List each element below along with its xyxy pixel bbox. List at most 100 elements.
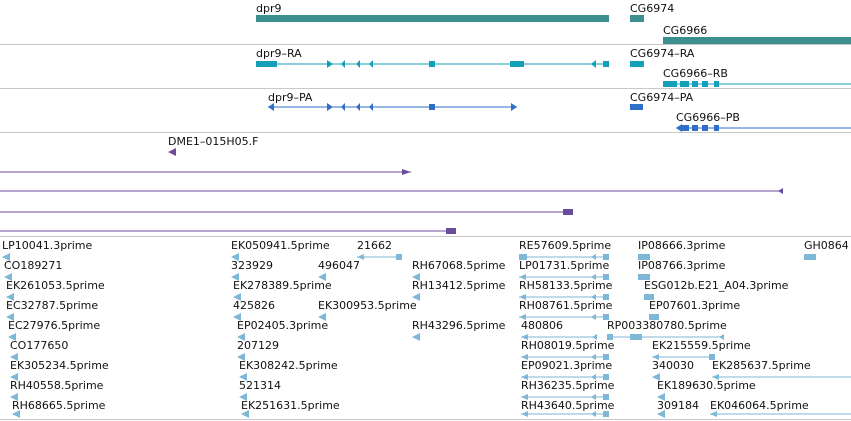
est-read[interactable] xyxy=(607,334,724,340)
alignment-end xyxy=(603,394,609,400)
est-read-label: RH67068.5prime xyxy=(412,259,506,272)
est-read[interactable] xyxy=(412,333,420,341)
protein-feature-dpr9-pa[interactable] xyxy=(268,103,517,111)
alignment-end xyxy=(521,334,528,340)
exon xyxy=(680,81,689,87)
est-read[interactable] xyxy=(12,410,20,418)
est-read[interactable] xyxy=(638,254,650,260)
alignment-end xyxy=(603,374,609,380)
clone-read[interactable] xyxy=(0,228,456,234)
est-read-label: 480806 xyxy=(521,319,563,332)
alignment-end xyxy=(630,334,642,340)
exon xyxy=(510,61,524,67)
gene-feature-cg6974[interactable] xyxy=(630,15,644,22)
est-read[interactable] xyxy=(6,313,14,321)
alignment-end xyxy=(591,254,596,260)
est-read[interactable] xyxy=(412,293,420,301)
est-read[interactable] xyxy=(237,353,245,361)
transcript-feature-cg6974-ra[interactable] xyxy=(630,61,644,67)
est-read[interactable] xyxy=(231,273,239,281)
est-read-label: EK189630.5prime xyxy=(657,379,756,392)
protein-feature-cg6966-pb[interactable] xyxy=(676,124,851,132)
est-read[interactable] xyxy=(10,393,18,401)
transcript-feature-cg6966-rb[interactable] xyxy=(663,81,851,87)
est-read[interactable] xyxy=(521,374,609,380)
est-read[interactable] xyxy=(237,333,245,341)
est-read[interactable] xyxy=(2,253,10,261)
est-read[interactable] xyxy=(652,373,660,381)
alignment-end xyxy=(591,374,596,380)
gene-feature-dpr9[interactable] xyxy=(256,15,609,22)
alignment-end xyxy=(396,254,402,260)
est-read[interactable] xyxy=(644,294,654,300)
transcript-label-cg6974-ra: CG6974–RA xyxy=(630,47,695,60)
exon xyxy=(714,125,719,131)
clone-feature[interactable] xyxy=(168,148,176,156)
alignment-end xyxy=(719,334,724,340)
exon-arrow xyxy=(676,124,682,132)
exon-arrow xyxy=(369,60,373,68)
est-read[interactable] xyxy=(657,393,665,401)
est-read[interactable] xyxy=(233,293,241,301)
est-read[interactable] xyxy=(239,393,247,401)
est-read-label: RE57609.5prime xyxy=(519,239,611,252)
clone-read[interactable] xyxy=(0,188,783,194)
est-read-label: 521314 xyxy=(239,379,281,392)
est-read[interactable] xyxy=(521,394,609,400)
exon xyxy=(714,81,719,87)
alignment-end xyxy=(603,294,609,300)
est-read[interactable] xyxy=(519,274,609,280)
est-read[interactable] xyxy=(6,293,14,301)
est-read[interactable] xyxy=(804,254,816,260)
est-read[interactable] xyxy=(10,373,18,381)
est-read[interactable] xyxy=(519,294,609,300)
clone-read[interactable] xyxy=(0,209,573,215)
est-read[interactable] xyxy=(521,411,609,417)
exon-arrow xyxy=(341,60,345,68)
est-read[interactable] xyxy=(652,354,715,360)
est-read-label: EK251631.5prime xyxy=(241,399,340,412)
clone-label: DME1–015H05.F xyxy=(168,135,259,148)
est-read-label: LP10041.3prime xyxy=(2,239,93,252)
est-read[interactable] xyxy=(239,373,247,381)
est-read[interactable] xyxy=(8,333,16,341)
est-read[interactable] xyxy=(649,314,659,320)
est-read[interactable] xyxy=(521,334,597,340)
est-read[interactable] xyxy=(657,410,665,418)
est-read[interactable] xyxy=(519,314,609,320)
est-read[interactable] xyxy=(4,273,12,281)
est-read[interactable] xyxy=(10,353,18,361)
est-read[interactable] xyxy=(710,411,851,417)
est-read[interactable] xyxy=(712,374,851,380)
alignment-end xyxy=(591,394,596,400)
est-read-label: 425826 xyxy=(233,299,275,312)
est-read[interactable] xyxy=(231,253,239,261)
alignment-end xyxy=(357,254,364,260)
est-read[interactable] xyxy=(318,313,326,321)
exon xyxy=(692,81,698,87)
est-read[interactable] xyxy=(233,313,241,321)
est-read-label: EK215559.5prime xyxy=(652,339,751,352)
transcript-feature-dpr9-ra[interactable] xyxy=(256,60,609,68)
est-read-label: EK308242.5prime xyxy=(239,359,338,372)
protein-feature-cg6974-pa[interactable] xyxy=(630,104,643,110)
est-read-label: EK285637.5prime xyxy=(712,359,811,372)
est-read[interactable] xyxy=(318,273,326,281)
alignment-end xyxy=(521,354,528,360)
est-read[interactable] xyxy=(357,254,402,260)
est-read-label: RH68665.5prime xyxy=(12,399,106,412)
alignment-end xyxy=(519,314,526,320)
transcript-label-cg6966-rb: CG6966–RB xyxy=(663,67,728,80)
clone-read[interactable] xyxy=(0,169,411,175)
est-read-label: IP08666.3prime xyxy=(638,239,726,252)
est-read[interactable] xyxy=(638,274,650,280)
est-read[interactable] xyxy=(412,273,420,281)
exon-arrow xyxy=(356,103,360,111)
protein-track: dpr9–PA CG6974–PA CG6966–PB xyxy=(268,91,851,132)
gene-feature-cg6966[interactable] xyxy=(663,37,851,44)
est-read-label: 496047 xyxy=(318,259,360,272)
est-read[interactable] xyxy=(241,410,249,418)
est-read[interactable] xyxy=(521,354,609,360)
est-read-label: RH36235.5prime xyxy=(521,379,615,392)
est-read[interactable] xyxy=(519,254,609,260)
